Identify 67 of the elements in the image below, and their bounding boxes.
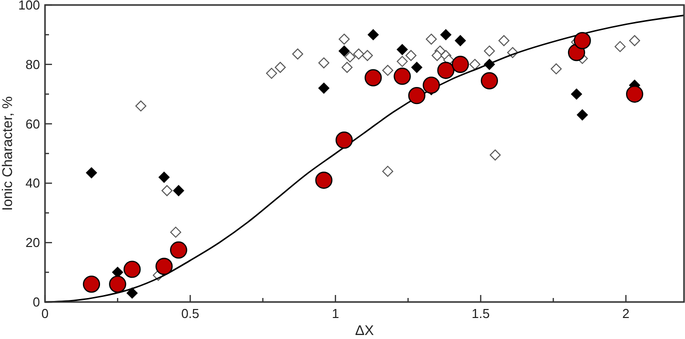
point [170,226,182,238]
point [484,46,495,57]
y-tick-label: 20 [26,235,40,250]
point [318,82,330,94]
point [454,35,466,46]
point [266,68,278,79]
point [396,44,408,56]
point [173,185,184,196]
point [82,276,100,293]
point [550,63,562,74]
x-tick-label: 2 [622,306,630,321]
point [574,32,591,50]
y-tick-label: 100 [18,0,40,12]
point [411,62,422,73]
point [342,62,353,73]
point [368,29,379,40]
point [394,68,411,85]
point [480,72,498,90]
point [109,276,126,293]
point [161,185,172,196]
point [432,50,443,61]
point [405,50,416,61]
point [315,172,332,189]
point [469,58,480,70]
x-tick-label: 1.5 [472,306,490,321]
point [426,34,437,45]
point [126,288,138,299]
x-tick-label: 1 [332,306,340,321]
point [336,132,353,149]
y-tick-label: 60 [26,116,40,132]
point [629,35,640,46]
point [274,62,286,73]
point [353,48,364,60]
point [422,76,440,94]
point [490,149,501,160]
point [170,241,188,259]
point [498,35,510,46]
point [440,29,452,40]
point [571,88,582,100]
y-axis-title: Ionic Character, % [0,96,15,211]
point [338,46,350,57]
point [437,62,454,79]
point [382,64,394,76]
point [576,109,588,120]
point [158,172,170,183]
point [364,69,382,86]
x-axis-title: ΔX [355,322,374,338]
point [338,34,350,45]
point [155,258,173,275]
point [396,56,408,67]
point [135,100,146,112]
y-tick-label: 40 [26,176,40,191]
line-series [44,14,685,303]
point [344,51,356,62]
point [362,50,373,61]
x-tick-label: 0.5 [181,306,200,321]
point [382,166,394,177]
point [452,56,469,73]
point [626,86,644,103]
point [124,260,141,278]
point [292,48,304,60]
point [614,41,626,52]
point [86,167,97,178]
y-tick-label: 80 [26,56,40,72]
point [318,57,330,68]
y-tick-label: 0 [32,294,40,310]
point [408,86,426,104]
